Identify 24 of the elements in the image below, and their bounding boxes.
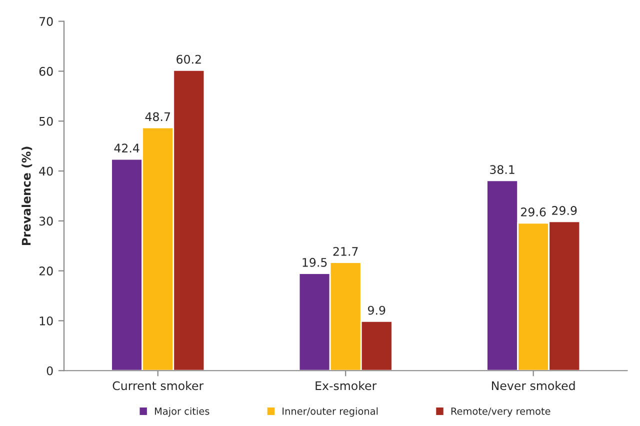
x-tick-label: Ex-smoker	[316, 381, 377, 390]
legend-label: Remote/very remote	[451, 408, 550, 417]
x-tick-label: Current smoker	[112, 381, 204, 390]
y-tick-label: 30	[39, 216, 53, 226]
y-tick-label: 10	[40, 316, 53, 326]
y-tick-label: 60	[39, 66, 53, 76]
data-label: 29.9	[552, 206, 577, 215]
y-tick-label: 50	[39, 116, 53, 126]
data-label: 38.1	[490, 165, 514, 174]
data-label: 29.6	[521, 208, 546, 216]
y-tick-label: 70	[40, 17, 53, 26]
data-label: 9.9	[368, 306, 386, 315]
data-label: 42.4	[114, 144, 140, 152]
y-axis-title: Prevalence (%)	[22, 146, 32, 246]
data-label: 48.7	[145, 112, 170, 122]
data-label: 19.5	[302, 258, 327, 267]
y-tick-label: 0	[46, 366, 53, 376]
data-label: 60.2	[176, 54, 201, 64]
data-label: 21.7	[333, 246, 358, 256]
y-tick-label: 40	[39, 166, 53, 176]
y-tick-label: 20	[39, 266, 53, 276]
x-tick-label: Never smoked	[492, 381, 575, 390]
legend-label: Major cities	[154, 407, 210, 417]
legend-label: Inner/outer regional	[282, 407, 378, 417]
